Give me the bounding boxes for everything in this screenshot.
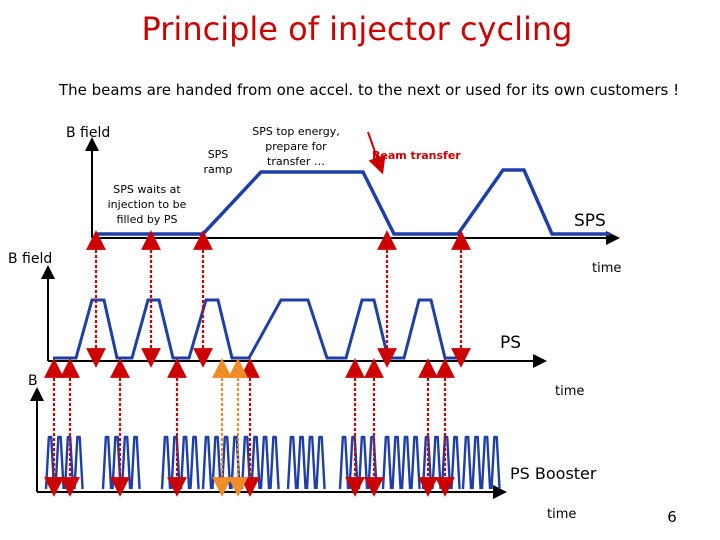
booster-waveforms <box>44 435 501 490</box>
sps-time-label: time <box>592 261 621 276</box>
booster-cycle-waveform <box>44 435 501 490</box>
sps-wait-label-2: injection to be <box>108 198 187 211</box>
ps-time-label: time <box>555 384 584 399</box>
sps-top-label-1: SPS top energy, <box>252 125 339 138</box>
sps-axis <box>85 137 620 245</box>
ps-waveform <box>53 298 463 360</box>
slide-title: Principle of injector cycling <box>142 10 573 48</box>
beam-transfer-label: Beam transfer <box>372 149 461 162</box>
slide-subtitle: The beams are handed from one accel. to … <box>58 81 679 99</box>
booster-axis-label: B <box>28 373 38 389</box>
sps-axis-label: B field <box>66 125 110 141</box>
sps-ramp-label-1: SPS <box>208 148 229 161</box>
sps-ramp-label-2: ramp <box>204 163 233 176</box>
ps-machine-name: PS <box>500 333 521 353</box>
ps-axis-label: B field <box>8 251 52 267</box>
sps-wait-label-1: SPS waits at <box>113 183 181 196</box>
sps-waveform <box>96 168 610 236</box>
ps-axis <box>41 265 547 368</box>
sps-wait-label-3: filled by PS <box>117 213 178 226</box>
sps-top-label-2: prepare for <box>265 140 327 153</box>
beam-transfer-arrow <box>367 131 386 175</box>
booster-time-label: time <box>547 507 576 522</box>
slide-number: 6 <box>667 508 677 526</box>
sps-top-label-3: transfer … <box>267 155 325 168</box>
booster-machine-name: PS Booster <box>510 464 597 483</box>
sps-machine-name: SPS <box>574 211 606 231</box>
